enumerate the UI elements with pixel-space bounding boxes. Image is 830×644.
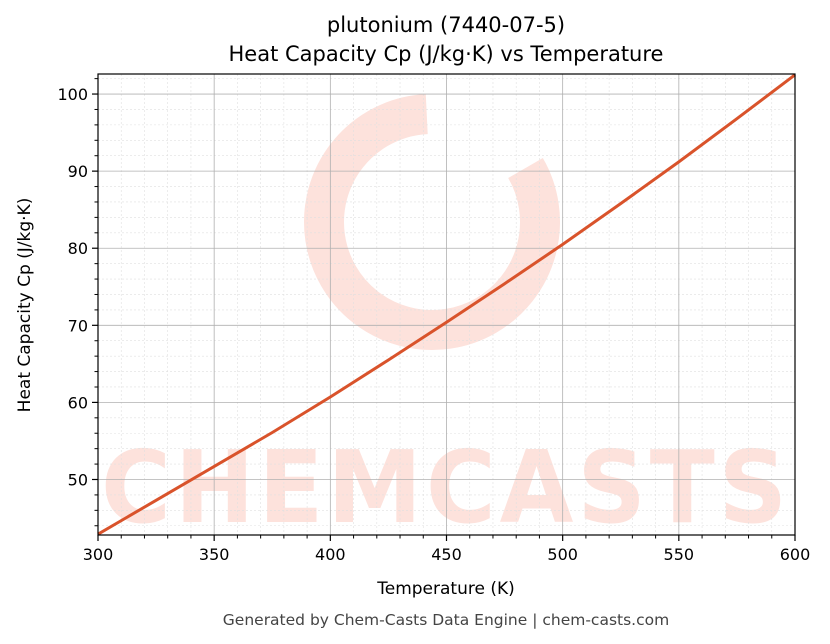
watermark-text: CHEMCASTS xyxy=(101,429,791,546)
x-tick-label: 400 xyxy=(315,545,346,564)
y-tick-label: 80 xyxy=(68,239,88,258)
watermark: CHEMCASTS xyxy=(101,94,791,546)
chart-title: plutonium (7440-07-5) xyxy=(327,13,565,37)
x-tick-label: 300 xyxy=(83,545,114,564)
series-line xyxy=(97,73,796,536)
x-tick-label: 450 xyxy=(431,545,462,564)
watermark-logo-ring xyxy=(304,94,560,350)
x-tick-label: 600 xyxy=(780,545,811,564)
x-tick-label: 350 xyxy=(199,545,230,564)
footer-credit: Generated by Chem-Casts Data Engine | ch… xyxy=(223,611,669,629)
ticks xyxy=(92,78,796,541)
x-tick-label: 500 xyxy=(547,545,578,564)
x-tick-labels: 300 350 400 450 500 550 600 xyxy=(83,545,811,564)
y-tick-labels: 50 60 70 80 90 100 xyxy=(57,85,88,489)
y-tick-label: 50 xyxy=(68,470,88,489)
y-tick-label: 70 xyxy=(68,316,88,335)
x-tick-label: 550 xyxy=(664,545,695,564)
x-axis-label: Temperature (K) xyxy=(376,579,515,599)
y-axis-label: Heat Capacity Cp (J/kg·K) xyxy=(15,198,35,413)
y-tick-label: 100 xyxy=(57,85,88,104)
chart-subtitle: Heat Capacity Cp (J/kg·K) vs Temperature xyxy=(229,42,664,66)
y-tick-label: 90 xyxy=(68,162,88,181)
y-tick-label: 60 xyxy=(68,393,88,412)
